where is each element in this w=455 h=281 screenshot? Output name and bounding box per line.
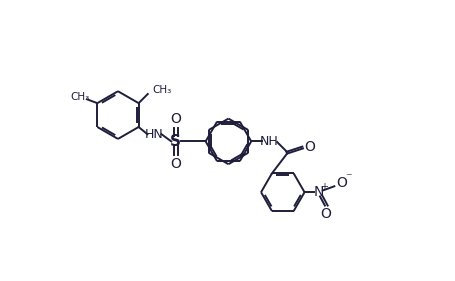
Text: ⁻: ⁻ — [344, 171, 351, 184]
Text: O: O — [319, 207, 330, 221]
Text: CH₃: CH₃ — [70, 92, 89, 102]
Text: HN: HN — [144, 128, 163, 141]
Text: NH: NH — [259, 135, 278, 148]
Text: O: O — [170, 112, 181, 126]
Text: O: O — [303, 140, 314, 154]
Text: S: S — [170, 134, 181, 149]
Text: N: N — [313, 185, 324, 199]
Text: O: O — [170, 157, 181, 171]
Text: CH₃: CH₃ — [152, 85, 171, 95]
Text: O: O — [335, 176, 346, 190]
Text: +: + — [319, 182, 328, 192]
